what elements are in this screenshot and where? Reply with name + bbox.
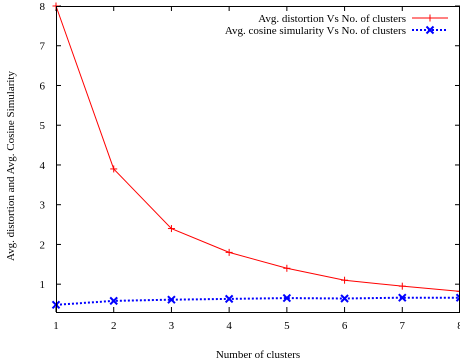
y-tick-label: 6 (40, 80, 46, 92)
series-1 (52, 2, 460, 295)
x-tick-label: 6 (342, 320, 348, 332)
y-tick-label: 1 (40, 279, 46, 291)
data-point (425, 25, 435, 35)
x-tick-label: 7 (400, 320, 406, 332)
data-point (282, 293, 292, 303)
x-tick-label: 2 (111, 320, 117, 332)
y-tick-label: 8 (40, 1, 46, 13)
legend-label: Avg. distortion Vs No. of clusters (258, 13, 406, 25)
y-tick-label: 5 (40, 120, 46, 132)
data-point (167, 295, 176, 304)
x-tick-label: 3 (169, 320, 175, 332)
x-tick-label: 8 (457, 320, 460, 332)
y-tick-label: 4 (40, 160, 46, 172)
y-tick-label: 3 (40, 200, 46, 212)
data-point (340, 294, 349, 303)
series-line (55, 296, 460, 306)
data-point (455, 296, 460, 302)
legend-label: Avg. cosine simularity Vs No. of cluster… (225, 25, 406, 37)
x-tick-label: 1 (53, 320, 59, 332)
plot-frame (56, 6, 460, 313)
y-axis-ticks: 1 2 3 4 5 6 7 8 (40, 1, 460, 291)
series-layer (51, 2, 460, 310)
data-point (398, 293, 407, 302)
y-tick-label: 2 (40, 239, 46, 251)
series-line (55, 5, 460, 292)
x-axis-ticks: 1 2 3 4 5 6 7 8 (53, 6, 460, 332)
data-point (109, 296, 118, 306)
series-2 (51, 293, 460, 310)
data-point (224, 294, 234, 304)
y-tick-label: 7 (40, 41, 46, 53)
x-tick-label: 4 (226, 320, 232, 332)
x-axis-label: Number of clusters (216, 349, 300, 361)
y-axis-label: Avg. distortion and Avg. Cosine Simulari… (5, 71, 17, 261)
data-point (455, 293, 460, 300)
x-tick-label: 5 (284, 320, 290, 332)
